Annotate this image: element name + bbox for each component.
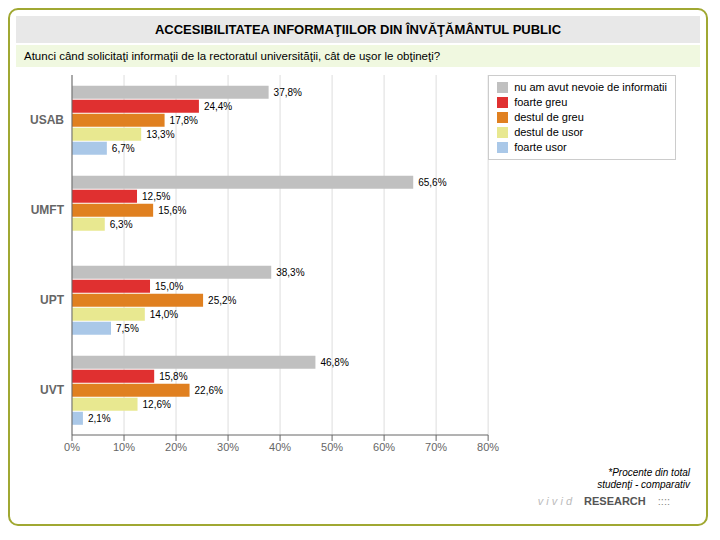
svg-text:15,0%: 15,0% bbox=[155, 281, 183, 292]
svg-text:22,6%: 22,6% bbox=[195, 385, 223, 396]
svg-text:UPT: UPT bbox=[40, 293, 65, 307]
svg-text:6,7%: 6,7% bbox=[112, 143, 135, 154]
html-text:ACCESIBILITATEA INFORMAŢIILOR: ACCESIBILITATEA INFORMAŢIILOR DIN ÎNVĂŢĂ… bbox=[154, 22, 561, 37]
svg-text:30%: 30% bbox=[217, 441, 239, 453]
svg-text:USAB: USAB bbox=[30, 113, 64, 127]
svg-text:65,6%: 65,6% bbox=[418, 177, 446, 188]
svg-text:7,5%: 7,5% bbox=[116, 323, 139, 334]
svg-text:UMFT: UMFT bbox=[31, 203, 65, 217]
html-text:Atunci când solicitaţi informa: Atunci când solicitaţi informaţii de la … bbox=[24, 50, 441, 62]
svg-text:14,0%: 14,0% bbox=[150, 309, 178, 320]
svg-text:38,3%: 38,3% bbox=[276, 267, 304, 278]
html-text:nu am avut nevoie de informati: nu am avut nevoie de informatii bbox=[514, 81, 667, 93]
svg-text:15,6%: 15,6% bbox=[158, 205, 186, 216]
html-text:destul de usor: destul de usor bbox=[514, 126, 584, 138]
html-text:*Procente din total: *Procente din total bbox=[608, 467, 690, 478]
html-text:v i v i d: v i v i d bbox=[537, 495, 572, 507]
svg-text:60%: 60% bbox=[373, 441, 395, 453]
svg-text:70%: 70% bbox=[425, 441, 447, 453]
svg-text:15,8%: 15,8% bbox=[159, 371, 187, 382]
svg-text:25,2%: 25,2% bbox=[208, 295, 236, 306]
svg-text:24,4%: 24,4% bbox=[204, 101, 232, 112]
svg-text:46,8%: 46,8% bbox=[320, 357, 348, 368]
html-text:RESEARCH: RESEARCH bbox=[584, 495, 646, 507]
svg-text:6,3%: 6,3% bbox=[110, 219, 133, 230]
svg-text:17,8%: 17,8% bbox=[170, 115, 198, 126]
svg-text:10%: 10% bbox=[113, 441, 135, 453]
html-text:destul de greu: destul de greu bbox=[514, 111, 584, 123]
svg-text:12,5%: 12,5% bbox=[142, 191, 170, 202]
html-text:studenţi - comparativ: studenţi - comparativ bbox=[597, 479, 690, 490]
svg-text:20%: 20% bbox=[165, 441, 187, 453]
svg-text:2,1%: 2,1% bbox=[88, 413, 111, 424]
svg-text:13,3%: 13,3% bbox=[146, 129, 174, 140]
svg-text:UVT: UVT bbox=[40, 383, 65, 397]
svg-text:80%: 80% bbox=[477, 441, 499, 453]
svg-text:50%: 50% bbox=[321, 441, 343, 453]
svg-text:0%: 0% bbox=[64, 441, 80, 453]
html-text:foarte greu: foarte greu bbox=[514, 96, 568, 108]
svg-text:12,6%: 12,6% bbox=[143, 399, 171, 410]
svg-text:40%: 40% bbox=[269, 441, 291, 453]
html-text:foarte usor: foarte usor bbox=[514, 141, 567, 153]
svg-text:37,8%: 37,8% bbox=[274, 87, 302, 98]
